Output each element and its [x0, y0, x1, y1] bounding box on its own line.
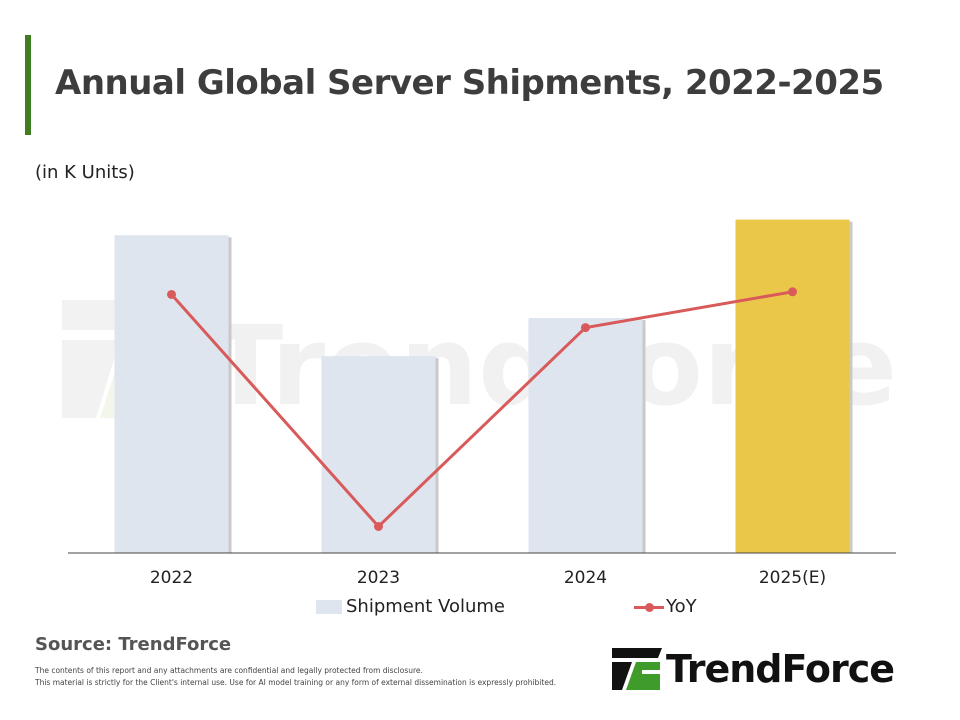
- bar-2022: [114, 235, 229, 553]
- title-accent-bar: [25, 35, 31, 135]
- yoy-point: [374, 521, 383, 531]
- x-tick-label: 2024: [564, 568, 607, 588]
- yoy-line: [170, 290, 793, 529]
- legend-item-yoy: YoY: [634, 596, 697, 617]
- bar-2024: [528, 318, 643, 553]
- unit-label: (in K Units): [35, 162, 135, 183]
- bar-2025-e: [735, 219, 850, 554]
- legend-item-shipment: Shipment Volume: [316, 596, 505, 617]
- yoy-point: [788, 287, 797, 297]
- disclaimer-line-1: The contents of this report and any atta…: [35, 666, 423, 675]
- page-title: Annual Global Server Shipments, 2022-202…: [55, 63, 884, 103]
- x-tick-label: 2022: [150, 568, 193, 588]
- source-label: Source: TrendForce: [35, 634, 232, 655]
- trendforce-logo: TrendForce: [612, 646, 895, 692]
- yoy-point: [581, 323, 590, 333]
- legend-line-swatch: [634, 600, 664, 614]
- x-tick-label: 2025(E): [759, 568, 826, 588]
- disclaimer-line-2: This material is strictly for the Client…: [35, 678, 557, 687]
- bar-2023: [321, 356, 436, 553]
- legend-label-shipment: Shipment Volume: [346, 596, 506, 617]
- legend-bar-swatch: [316, 599, 342, 614]
- logo-text: TrendForce: [666, 647, 895, 691]
- legend-label-yoy: YoY: [666, 596, 697, 617]
- trendforce-logo-icon: [612, 648, 662, 690]
- yoy-point: [167, 289, 176, 299]
- x-tick-label: 2023: [357, 568, 400, 588]
- legend: Shipment Volume YoY: [0, 596, 960, 620]
